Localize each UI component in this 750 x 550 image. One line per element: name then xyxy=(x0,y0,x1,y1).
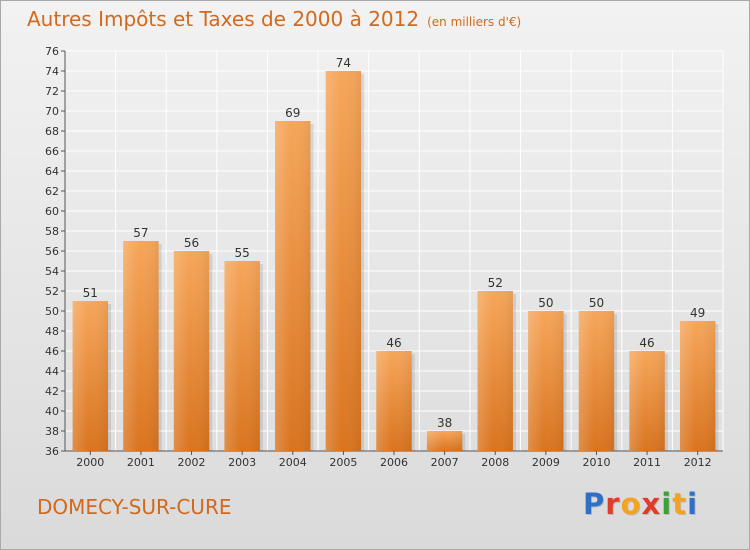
data-label: 46 xyxy=(386,336,401,350)
y-tick-label: 48 xyxy=(45,325,59,338)
y-tick-label: 52 xyxy=(45,285,59,298)
bar-highlight xyxy=(72,301,109,451)
x-tick-label: 2004 xyxy=(279,456,307,469)
y-tick-label: 40 xyxy=(45,405,59,418)
y-tick-label: 68 xyxy=(45,125,59,138)
y-tick-label: 38 xyxy=(45,425,59,438)
logo-letter: x xyxy=(641,487,662,521)
logo-letter: P xyxy=(583,487,606,521)
x-tick-label: 2010 xyxy=(582,456,610,469)
data-label: 74 xyxy=(336,56,351,70)
y-tick-label: 42 xyxy=(45,385,59,398)
x-tick-label: 2012 xyxy=(684,456,712,469)
data-label: 50 xyxy=(589,296,604,310)
data-label: 50 xyxy=(538,296,553,310)
y-tick-label: 56 xyxy=(45,245,59,258)
place-name: DOMECY-SUR-CURE xyxy=(37,495,232,519)
bar-highlight xyxy=(224,261,260,451)
bar-highlight xyxy=(275,121,311,451)
y-tick-label: 64 xyxy=(45,165,59,178)
logo-letter: t xyxy=(672,487,688,521)
bar-highlight xyxy=(426,431,463,451)
chart-title: Autres Impôts et Taxes de 2000 à 2012 (en… xyxy=(27,7,521,31)
label-layer: 51 2000 57 2001 56 2002 55 2003 69 2004 74 2005 46 20… xyxy=(76,56,711,469)
y-tick-label: 60 xyxy=(45,205,59,218)
y-tick-label: 44 xyxy=(45,365,59,378)
data-label: 49 xyxy=(690,306,705,320)
bar-highlight xyxy=(528,311,564,451)
y-tick-label: 62 xyxy=(45,185,59,198)
bar-highlight xyxy=(578,311,615,451)
bar-highlight xyxy=(123,241,159,451)
data-label: 57 xyxy=(133,226,148,240)
bar-highlight xyxy=(629,351,665,451)
x-tick-label: 2002 xyxy=(178,456,206,469)
bar-highlight xyxy=(679,321,716,451)
y-tick-label: 70 xyxy=(45,105,59,118)
data-label: 38 xyxy=(437,416,452,430)
x-tick-label: 2009 xyxy=(532,456,560,469)
x-tick-label: 2003 xyxy=(228,456,256,469)
data-label: 51 xyxy=(83,286,98,300)
data-label: 52 xyxy=(488,276,503,290)
bar-layer xyxy=(72,71,719,451)
y-tick-label: 36 xyxy=(45,445,59,458)
y-tick-label: 50 xyxy=(45,305,59,318)
chart-subtitle: (en milliers d'€) xyxy=(427,15,522,29)
chart-title-text: Autres Impôts et Taxes de 2000 à 2012 xyxy=(27,7,420,31)
data-label: 69 xyxy=(285,106,300,120)
logo-letter: r xyxy=(605,487,621,521)
bar-highlight xyxy=(477,291,513,451)
bar-highlight xyxy=(376,351,412,451)
x-tick-label: 2000 xyxy=(76,456,104,469)
x-tick-label: 2008 xyxy=(481,456,509,469)
y-tick-label: 54 xyxy=(45,265,59,278)
y-tick-label: 58 xyxy=(45,225,59,238)
x-tick-label: 2006 xyxy=(380,456,408,469)
data-label: 55 xyxy=(235,246,250,260)
logo-letter: i xyxy=(661,487,673,521)
y-tick-label: 66 xyxy=(45,145,59,158)
logo-letter: i xyxy=(687,487,699,521)
y-tick-label: 72 xyxy=(45,85,59,98)
data-label: 46 xyxy=(639,336,654,350)
y-tick-label: 46 xyxy=(45,345,59,358)
y-tick-label: 76 xyxy=(45,45,59,58)
logo-letter: o xyxy=(620,487,642,521)
x-tick-label: 2011 xyxy=(633,456,661,469)
data-label: 56 xyxy=(184,236,199,250)
x-tick-label: 2005 xyxy=(329,456,357,469)
proxiti-logo[interactable]: Proxiti xyxy=(583,487,698,521)
x-tick-label: 2007 xyxy=(431,456,459,469)
x-tick-label: 2001 xyxy=(127,456,155,469)
bar-highlight xyxy=(325,71,362,451)
bar-highlight xyxy=(173,251,210,451)
y-tick-label: 74 xyxy=(45,65,59,78)
